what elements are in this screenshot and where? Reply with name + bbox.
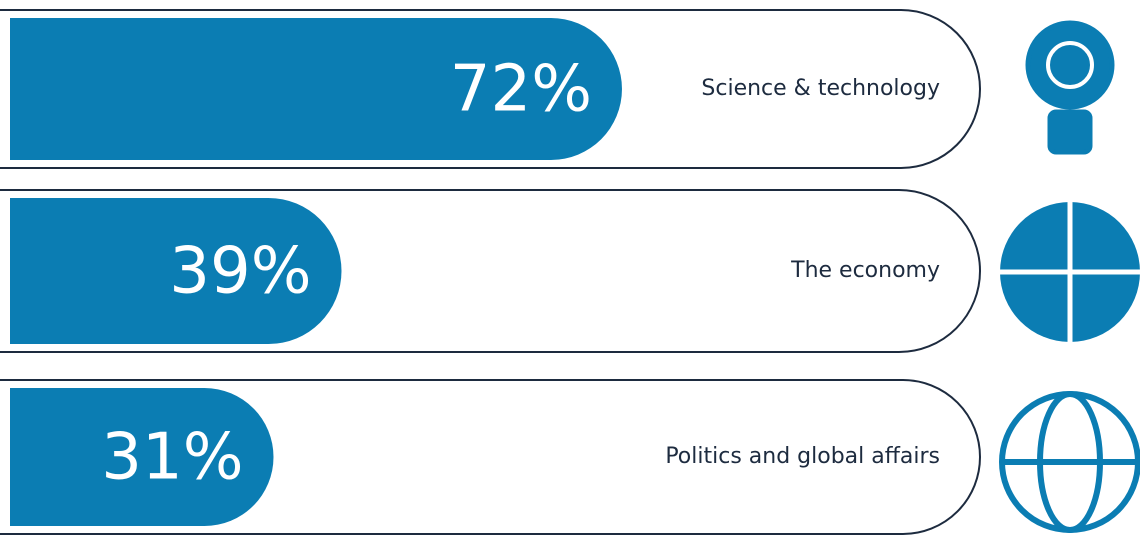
row-outline [0, 189, 981, 353]
icon-puzzle [1000, 202, 1140, 342]
icon-globe [999, 391, 1140, 533]
bar [10, 388, 274, 526]
bar [10, 198, 342, 344]
row-outline [0, 9, 981, 169]
category-label: Science & technology [701, 76, 940, 101]
category-label: Politics and global affairs [665, 444, 940, 469]
bar [10, 18, 622, 160]
row-outline [0, 379, 981, 535]
icon-bulb [1025, 20, 1115, 155]
category-label: The economy [790, 258, 940, 283]
value-label: 39% [169, 235, 311, 309]
value-label: 31% [101, 421, 243, 495]
value-label: 72% [450, 53, 592, 127]
